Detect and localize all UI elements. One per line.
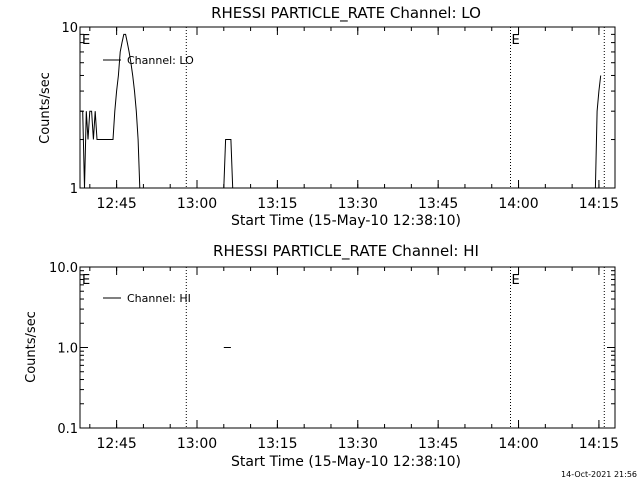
panel-lo-xtick-label-2: 13:15 bbox=[257, 196, 297, 212]
panel-lo-xtick-label-0: 12:45 bbox=[96, 196, 136, 212]
panel-hi-xtick-label-1: 13:00 bbox=[177, 436, 217, 452]
panel-lo-xtick-label-5: 14:00 bbox=[498, 196, 538, 212]
panel-hi-marker-1: E bbox=[512, 273, 520, 288]
panel-hi-ytick-label-2: 10.0 bbox=[49, 261, 78, 276]
panel-lo-legend-label: Channel: LO bbox=[127, 54, 194, 67]
panel-hi-ytick-label-1: 1.0 bbox=[57, 342, 78, 357]
panel-lo-series-0-segment-0 bbox=[80, 33, 141, 189]
panel-hi-xtick-label-4: 13:45 bbox=[418, 436, 458, 452]
panel-lo-xtick-label-1: 13:00 bbox=[177, 196, 217, 212]
panel-hi-xtick-label-3: 13:30 bbox=[338, 436, 378, 452]
panel-lo-series-0-segment-2 bbox=[594, 75, 602, 189]
panel-hi-xtick-label-5: 14:00 bbox=[498, 436, 538, 452]
panel-hi-xtick-label-6: 14:15 bbox=[579, 436, 619, 452]
panel-hi-ylabel: Counts/sec bbox=[24, 311, 39, 383]
panel-lo-xtick-label-4: 13:45 bbox=[418, 196, 458, 212]
panel-lo-series-0-segment-1 bbox=[223, 139, 234, 189]
footer-timestamp: 14-Oct-2021 21:56 bbox=[561, 470, 637, 479]
panel-lo-xtick-label-3: 13:30 bbox=[338, 196, 378, 212]
panel-hi-xlabel: Start Time (15-May-10 12:38:10) bbox=[231, 454, 461, 470]
panel-hi-xtick-label-0: 12:45 bbox=[96, 436, 136, 452]
panel-hi-ytick-label-0: 0.1 bbox=[57, 422, 78, 437]
panel-lo-xlabel: Start Time (15-May-10 12:38:10) bbox=[231, 213, 461, 229]
panel-lo-ytick-label-1: 10 bbox=[61, 21, 78, 36]
panel-lo-marker-0: E bbox=[82, 33, 90, 48]
panel-hi-marker-0: E bbox=[82, 273, 90, 288]
panel-hi-title: RHESSI PARTICLE_RATE Channel: HI bbox=[213, 242, 479, 261]
panel-lo-plot-frame bbox=[79, 26, 616, 189]
panel-lo-ylabel: Counts/sec bbox=[38, 72, 53, 144]
panel-lo-title: RHESSI PARTICLE_RATE Channel: LO bbox=[211, 4, 481, 23]
panel-lo-xtick-label-6: 14:15 bbox=[579, 196, 619, 212]
panel-lo-ytick-label-0: 1 bbox=[70, 182, 78, 197]
panel-hi-legend-label: Channel: HI bbox=[127, 292, 191, 305]
panel-lo-marker-1: E bbox=[512, 33, 520, 48]
panel-hi-xtick-label-2: 13:15 bbox=[257, 436, 297, 452]
